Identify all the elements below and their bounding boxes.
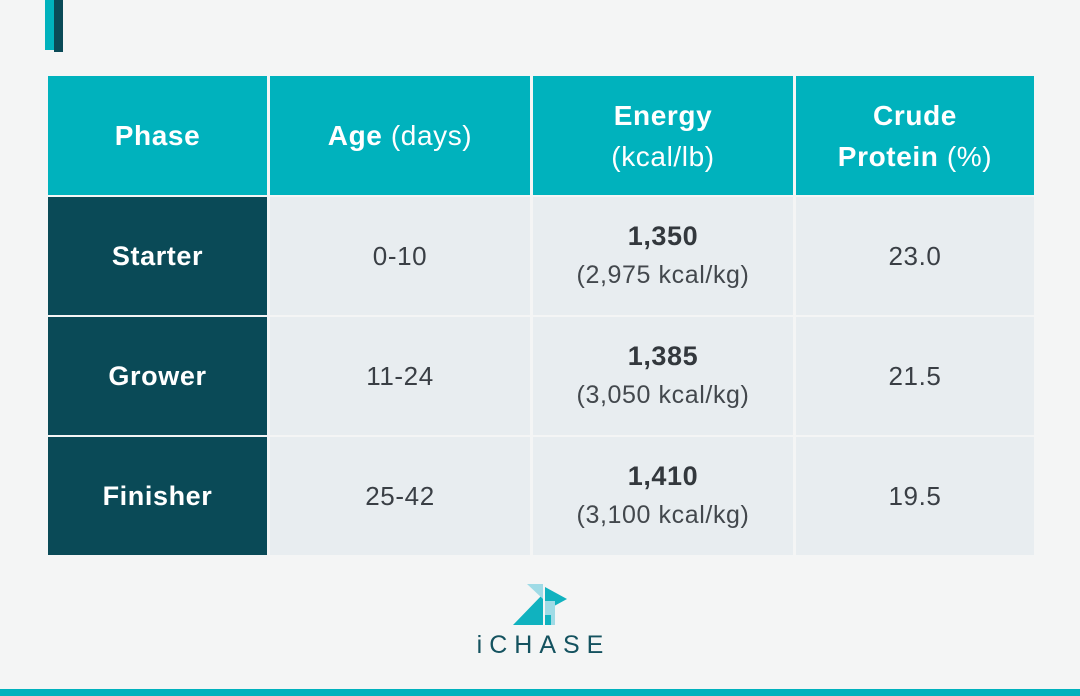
feeding-phase-table: Phase Age (days) Energy (kcal/lb) Crude …: [48, 76, 1034, 557]
energy-kcal-kg: (2,975 kcal/kg): [576, 261, 750, 289]
energy-cell: 1,410 (3,100 kcal/kg): [533, 437, 793, 555]
energy-kcal-lb: 1,350: [627, 221, 699, 251]
table-row-starter: Starter 0-10 1,350 (2,975 kcal/kg) 23.0: [48, 197, 1034, 315]
bottom-accent-bar: [0, 689, 1080, 696]
accent-bar-teal: [45, 0, 54, 50]
header-protein-label-line2: Protein: [837, 140, 939, 172]
accent-bar-dark: [54, 0, 63, 52]
header-energy-unit: (kcal/lb): [611, 140, 715, 172]
energy-cell: 1,350 (2,975 kcal/kg): [533, 197, 793, 315]
protein-cell: 19.5: [796, 437, 1034, 555]
protein-cell: 23.0: [796, 197, 1034, 315]
table-header-row: Phase Age (days) Energy (kcal/lb) Crude …: [48, 76, 1034, 195]
age-cell: 0-10: [270, 197, 530, 315]
energy-kcal-kg: (3,050 kcal/kg): [576, 381, 750, 409]
top-accent-bars: [45, 0, 63, 52]
header-protein-label-line1: Crude: [873, 99, 957, 131]
table-row-finisher: Finisher 25-42 1,410 (3,100 kcal/kg) 19.…: [48, 437, 1034, 555]
energy-kcal-lb: 1,410: [627, 461, 699, 491]
protein-cell: 21.5: [796, 317, 1034, 435]
table-row-grower: Grower 11-24 1,385 (3,050 kcal/kg) 21.5: [48, 317, 1034, 435]
phase-cell: Finisher: [48, 437, 267, 555]
header-age-label: Age: [327, 120, 383, 151]
phase-cell: Grower: [48, 317, 267, 435]
energy-kcal-lb: 1,385: [627, 341, 699, 371]
phase-cell: Starter: [48, 197, 267, 315]
age-cell: 25-42: [270, 437, 530, 555]
header-cell-phase: Phase: [48, 76, 267, 195]
header-phase-label: Phase: [114, 120, 201, 151]
header-cell-protein: Crude Protein (%): [796, 76, 1034, 195]
energy-kcal-kg: (3,100 kcal/kg): [576, 501, 750, 529]
energy-cell: 1,385 (3,050 kcal/kg): [533, 317, 793, 435]
ichase-logo-text: iCHASE: [476, 631, 611, 659]
header-age-unit: (days): [390, 120, 473, 151]
age-cell: 11-24: [270, 317, 530, 435]
header-cell-age: Age (days): [270, 76, 530, 195]
header-energy-label: Energy: [613, 99, 713, 131]
ichase-logo-icon: [513, 584, 567, 625]
header-protein-unit: (%): [946, 140, 993, 172]
ichase-logo: iCHASE: [0, 584, 1080, 660]
header-cell-energy: Energy (kcal/lb): [533, 76, 793, 195]
